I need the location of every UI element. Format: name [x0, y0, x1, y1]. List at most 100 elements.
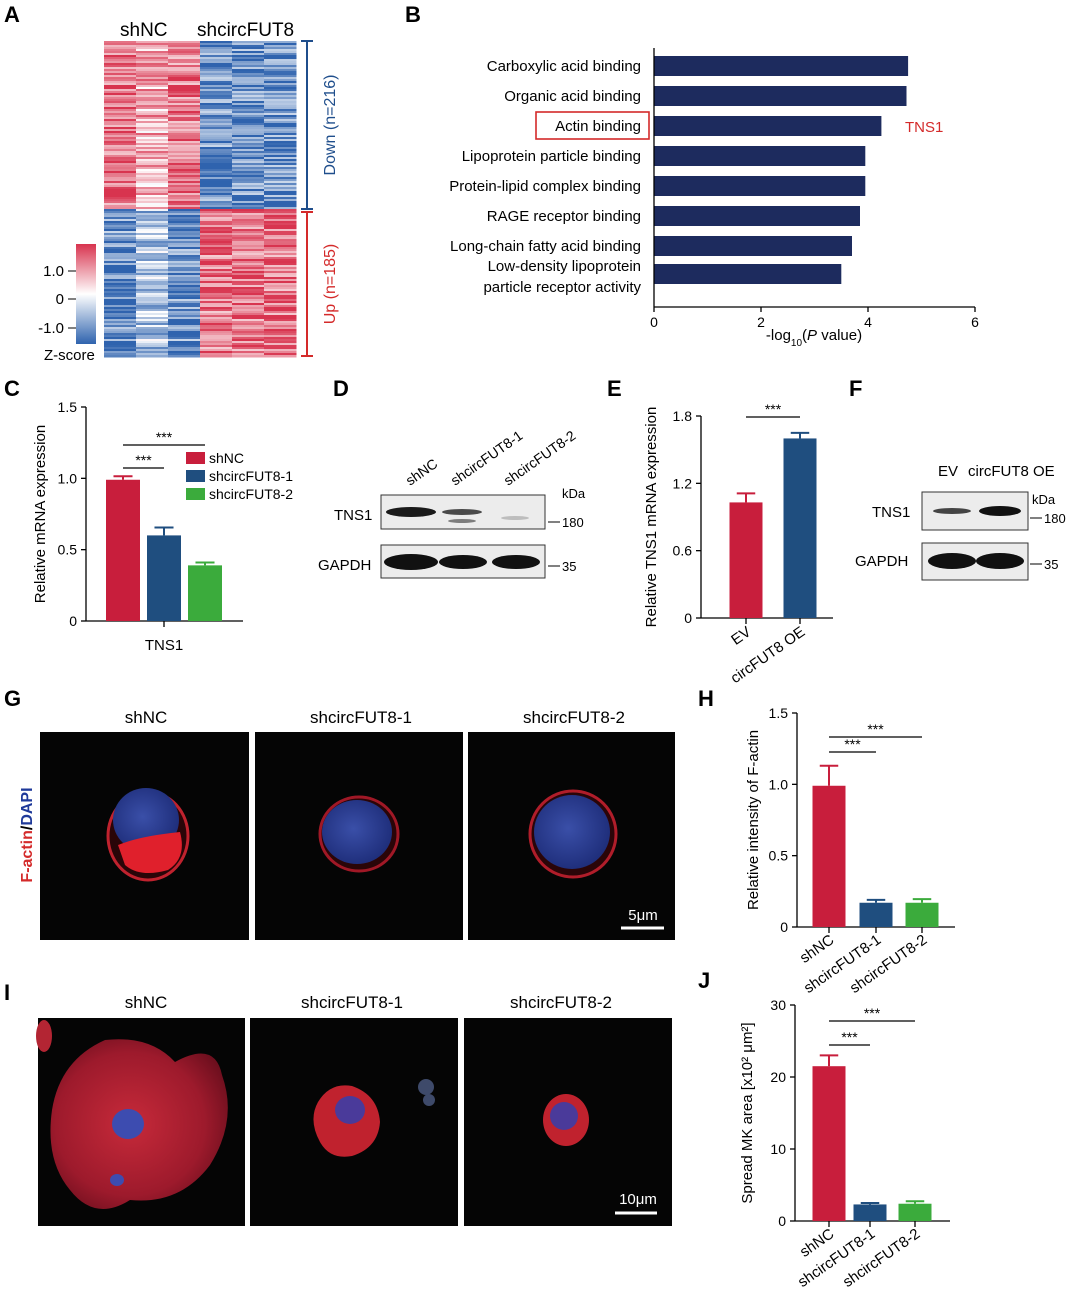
bar	[898, 1203, 932, 1221]
heatmap-cell	[200, 267, 233, 270]
heatmap-cell	[232, 235, 265, 238]
heatmap-cell	[264, 73, 297, 76]
heatmap-cell	[168, 333, 201, 336]
heatmap-cell	[264, 225, 297, 228]
heatmap-cell	[104, 97, 137, 100]
heatmap-cell	[168, 59, 201, 62]
heatmap-cell	[232, 51, 265, 54]
heatmap-cell	[168, 273, 201, 276]
heatmap-cell	[168, 281, 201, 284]
heatmap-cell	[104, 347, 137, 350]
heatmap-cell	[104, 329, 137, 332]
heatmap-cell	[264, 143, 297, 146]
heatmap-cell	[136, 249, 169, 252]
heatmap-cell	[104, 77, 137, 80]
heatmap-cell	[168, 121, 201, 124]
heatmap-cell	[232, 223, 265, 226]
heatmap-cell	[104, 183, 137, 186]
heatmap-cell	[104, 253, 137, 256]
heatmap-cell	[136, 231, 169, 234]
heatmap-cell	[200, 339, 233, 342]
heatmap-cell	[264, 273, 297, 276]
heatmap-cell	[200, 59, 233, 62]
heatmap-cell	[104, 49, 137, 52]
heatmap-cell	[136, 91, 169, 94]
panel-letter-d: D	[333, 376, 349, 401]
heatmap-cell	[264, 113, 297, 116]
heatmap-cell	[168, 45, 201, 48]
heatmap-cell	[104, 355, 137, 358]
heatmap-cell	[232, 103, 265, 106]
heatmap-cell	[200, 237, 233, 240]
heatmap-cell	[264, 131, 297, 134]
heatmap-cell	[168, 171, 201, 174]
heatmap-cell	[232, 181, 265, 184]
heatmap-cell	[168, 309, 201, 312]
heatmap-cell	[168, 299, 201, 302]
heatmap-cell	[232, 155, 265, 158]
heatmap-cell	[232, 77, 265, 80]
heatmap-cell	[264, 267, 297, 270]
heatmap-cell	[200, 255, 233, 258]
heatmap-cell	[104, 321, 137, 324]
heatmap-cell	[264, 223, 297, 226]
heatmap-cell	[232, 119, 265, 122]
heatmap-cell	[264, 145, 297, 148]
y-axis-label: Relative mRNA expression	[32, 425, 49, 603]
heatmap-cell	[200, 283, 233, 286]
heatmap-cell	[200, 115, 233, 118]
go-bar	[654, 206, 860, 226]
heatmap-cell	[232, 197, 265, 200]
heatmap-cell	[200, 119, 233, 122]
heatmap-cell	[232, 159, 265, 162]
heatmap-cell	[168, 249, 201, 252]
heatmap-cell	[232, 49, 265, 52]
heatmap-cell	[104, 79, 137, 82]
heatmap-cell	[232, 315, 265, 318]
heatmap-cell	[232, 283, 265, 286]
heatmap-cell	[200, 315, 233, 318]
factin-intensity-chart: 0 0.5 1.0 1.5 Relative intensity of F-actin *…	[745, 705, 955, 997]
heatmap-cell	[104, 45, 137, 48]
x-tick-label: 2	[757, 314, 765, 330]
heatmap-cell	[168, 355, 201, 358]
heatmap-cell	[104, 173, 137, 176]
heatmap-cell	[104, 91, 137, 94]
heatmap-cell	[136, 317, 169, 320]
heatmap-cell	[264, 47, 297, 50]
heatmap-cell	[200, 261, 233, 264]
heatmap-cell	[136, 87, 169, 90]
heatmap-cell	[232, 307, 265, 310]
heatmap-cell	[136, 325, 169, 328]
heatmap-cell	[264, 115, 297, 118]
heatmap-cell	[200, 65, 233, 68]
heatmap-cell	[264, 125, 297, 128]
heatmap-cell	[104, 101, 137, 104]
heatmap-cell	[264, 57, 297, 60]
heatmap-cell	[168, 195, 201, 198]
heatmap-cell	[168, 203, 201, 206]
heatmap-cell	[104, 235, 137, 238]
heatmap-cell	[104, 325, 137, 328]
heatmap-cell	[200, 143, 233, 146]
tns1-mrna-chart: 0 0.5 1.0 1.5 Relative mRNA expression TNS1 **…	[32, 399, 293, 654]
bar	[188, 565, 222, 621]
go-bar	[654, 86, 907, 106]
heatmap-cell	[264, 127, 297, 130]
heatmap-cell	[136, 151, 169, 154]
heatmap-cell	[104, 205, 137, 208]
heatmap-cell	[104, 265, 137, 268]
heatmap-cell	[264, 243, 297, 246]
heatmap-cell	[264, 185, 297, 188]
blot-d-band	[439, 555, 487, 569]
panel-h: H 0 0.5 1.0 1.5 Relative intensity of F-acti…	[698, 686, 955, 997]
heatmap-cell	[200, 197, 233, 200]
heatmap-cell	[232, 303, 265, 306]
heatmap-cell	[136, 235, 169, 238]
heatmap-cell	[136, 139, 169, 142]
heatmap-cell	[168, 215, 201, 218]
heatmap-cell	[232, 205, 265, 208]
heatmap-cell	[168, 91, 201, 94]
heatmap-cell	[232, 147, 265, 150]
heatmap-cell	[232, 129, 265, 132]
